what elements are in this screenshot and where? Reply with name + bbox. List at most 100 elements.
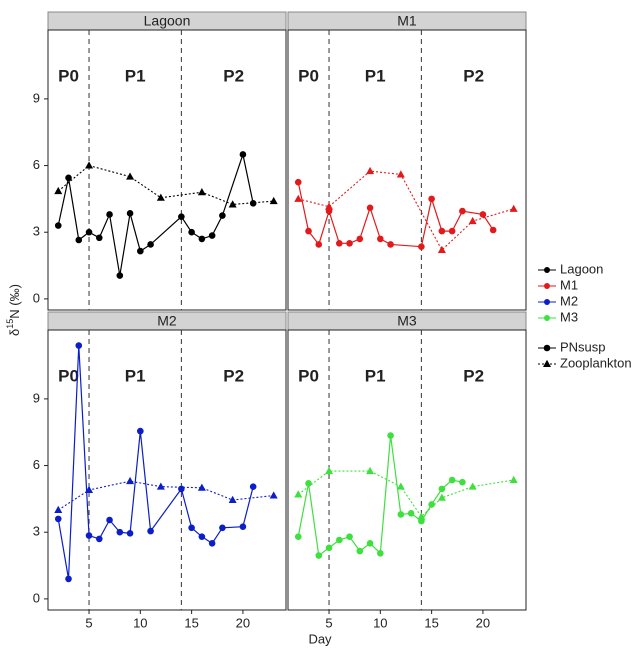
point [219,524,226,532]
point [54,222,62,229]
x-tick-label: 15 [184,615,198,630]
point [137,247,144,255]
point [208,540,216,547]
point [95,234,103,242]
point [366,540,374,547]
point [346,533,353,540]
point [479,211,487,218]
phase-label: P0 [58,66,79,85]
panel-frame [47,29,287,311]
point [305,227,312,235]
legend-point [544,283,550,289]
y-tick-label: 6 [33,157,40,172]
point [239,151,247,158]
point [126,476,135,485]
legend-point [544,315,550,321]
point [356,235,364,243]
phase-label: P0 [298,66,319,85]
y-label-part: N (‰) [7,284,22,319]
point [366,204,374,212]
y-tick-label: 0 [33,590,40,605]
series-line [297,435,463,557]
point [54,186,63,195]
phase-label: P2 [223,66,244,85]
point [396,482,405,490]
point [208,232,216,239]
point [468,216,477,225]
point [417,512,426,520]
point [249,483,257,490]
point [106,516,113,524]
point [116,528,124,536]
point [65,575,72,583]
point [75,342,83,349]
point [387,241,394,248]
x-tick-label: 5 [325,615,332,630]
x-tick-label: 5 [85,615,92,630]
point [366,166,375,175]
point [448,476,456,484]
phase-label: P0 [298,366,319,385]
point [294,194,303,202]
point [315,552,323,559]
point [228,200,237,208]
point [509,204,518,212]
legend-point [544,299,550,305]
point [249,200,257,207]
phase-label: P1 [125,66,146,85]
phase-label: P1 [365,66,386,85]
point [228,495,237,503]
panel-title: M3 [397,313,417,329]
point [197,483,206,491]
point [407,510,415,517]
point [85,161,94,169]
point [335,240,343,247]
point [198,235,206,243]
point [239,523,247,530]
point [346,240,353,247]
series-line [57,164,274,206]
point [325,202,334,210]
phase-label: P2 [463,366,484,385]
point [147,527,154,535]
point [489,226,497,234]
point [85,485,94,493]
phase-label: P2 [463,66,484,85]
point [137,427,144,435]
y-tick-label: 9 [33,390,40,405]
point [294,178,302,186]
panel-frame [287,329,527,611]
point [126,530,134,537]
y-axis-label: δ15N (‰) [5,284,22,336]
point [438,227,446,235]
y-tick-label: 3 [33,224,40,239]
panel-title: M2 [157,313,177,329]
point [156,193,165,201]
panel-frame [287,29,527,311]
legend-label: Lagoon [560,261,603,276]
point [269,196,278,205]
point [147,241,154,248]
point [437,245,446,253]
point [65,174,72,182]
legend-label: Zooplankton [560,355,632,370]
point [294,533,302,540]
point [156,482,165,490]
point [315,241,323,248]
point [397,511,405,518]
x-tick-label: 20 [236,615,250,630]
y-label-part: δ [7,329,22,336]
y-tick-label: 6 [33,457,40,472]
point [366,466,375,475]
legend-label: M3 [560,309,578,324]
point [219,212,226,219]
point [188,228,195,236]
legend-label: PNsusp [560,339,606,354]
x-tick-label: 15 [424,615,438,630]
point [377,235,384,243]
x-tick-label: 10 [373,615,387,630]
series-line [297,470,514,518]
point [178,485,185,493]
point [116,272,124,279]
